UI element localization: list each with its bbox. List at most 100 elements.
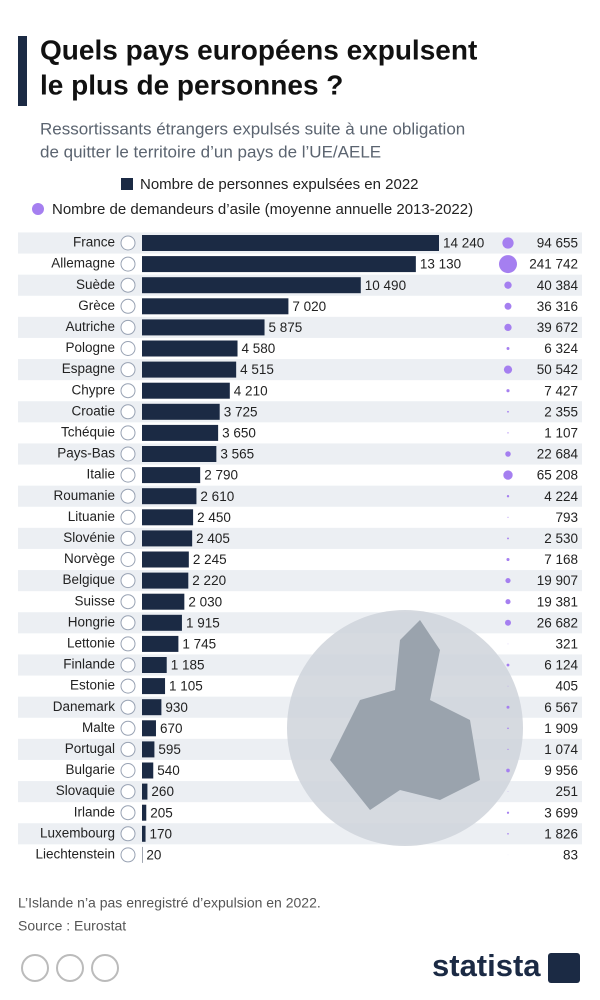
bubble-value-label: 7 168	[544, 552, 578, 567]
bar	[142, 635, 179, 652]
flag-icon	[120, 425, 136, 441]
category-label: Bulgarie	[65, 762, 115, 777]
note: L’Islande n’a pas enregistré d’expulsion…	[18, 895, 321, 911]
bubble-value-label: 7 427	[544, 383, 578, 398]
bar-value-label: 205	[150, 805, 173, 820]
europe-map	[287, 610, 523, 846]
flag-icon	[120, 319, 136, 335]
bubble-value-label: 6 324	[544, 341, 578, 356]
bubble	[502, 237, 514, 249]
bar	[142, 741, 155, 758]
brand: statista	[432, 948, 541, 983]
bar-value-label: 3 650	[222, 425, 256, 440]
category-label: Danemark	[53, 699, 116, 714]
bubble-value-label: 4 224	[544, 489, 578, 504]
bubble-value-label: 9 956	[544, 763, 578, 778]
bubble	[505, 599, 511, 605]
bar	[142, 467, 201, 484]
flag-icon	[120, 826, 136, 842]
category-label: Malte	[82, 720, 115, 735]
category-label: Portugal	[65, 741, 115, 756]
bubble	[507, 748, 509, 750]
bar-value-label: 7 020	[292, 299, 326, 314]
bubble	[506, 663, 510, 667]
bar	[142, 572, 189, 589]
bar	[142, 277, 361, 294]
bar	[142, 361, 237, 378]
category-label: Pays-Bas	[57, 446, 115, 461]
category-label: Grèce	[78, 298, 115, 313]
flag-icon	[120, 446, 136, 462]
bar-value-label: 5 875	[269, 320, 303, 335]
bubble	[507, 410, 509, 413]
bubble	[499, 255, 517, 274]
flag-icon	[120, 530, 136, 546]
bubble-value-label: 6 567	[544, 700, 578, 715]
bubble-value-label: 50 542	[537, 362, 578, 377]
legend-label: Nombre de demandeurs d’asile (moyenne an…	[52, 201, 473, 218]
flag-icon	[120, 573, 136, 589]
bar-value-label: 2 450	[197, 510, 231, 525]
bubble-value-label: 405	[555, 679, 578, 694]
bubble-value-label: 22 684	[537, 447, 579, 462]
bar	[142, 319, 265, 336]
bubble	[503, 365, 513, 374]
bubble-value-label: 321	[555, 636, 578, 651]
category-label: Lettonie	[67, 635, 115, 650]
category-label: Slovaquie	[56, 783, 115, 798]
legend-swatch	[121, 178, 133, 190]
flag-icon	[120, 488, 136, 504]
bubble	[507, 727, 509, 730]
category-label: Lituanie	[68, 509, 115, 524]
bubble-value-label: 65 208	[537, 468, 578, 483]
flag-icon	[120, 720, 136, 736]
bubble-value-label: 26 682	[537, 615, 578, 630]
bubble-value-label: 2 355	[544, 404, 578, 419]
bubble-value-label: 40 384	[537, 278, 579, 293]
bar	[142, 783, 148, 800]
bar	[142, 403, 220, 420]
bar-value-label: 2 220	[192, 573, 226, 588]
bar	[142, 804, 147, 821]
bubble	[506, 768, 510, 773]
category-label: Norvège	[64, 551, 115, 566]
bubble-value-label: 83	[563, 847, 578, 862]
flag-icon	[120, 657, 136, 673]
bar-value-label: 595	[158, 742, 181, 757]
flag-icon	[120, 509, 136, 525]
bubble	[504, 323, 512, 332]
bubble	[503, 470, 513, 480]
bar-value-label: 4 515	[240, 362, 274, 377]
bar-value-label: 4 210	[234, 383, 268, 398]
bar-value-label: 3 725	[224, 404, 258, 419]
flag-icon	[120, 256, 136, 272]
flag-icon	[120, 805, 136, 821]
title-line: le plus de personnes ?	[40, 69, 343, 100]
bubble-value-label: 251	[555, 784, 578, 799]
bubble-value-label: 1 107	[544, 425, 578, 440]
bubble	[506, 705, 510, 709]
bar	[142, 762, 154, 779]
flag-icon	[120, 341, 136, 356]
subtitle-line: Ressortissants étrangers expulsés suite …	[40, 119, 465, 138]
flag-icon	[120, 678, 136, 694]
bubble	[506, 347, 510, 350]
bar	[142, 530, 193, 547]
bar-value-label: 14 240	[443, 236, 484, 251]
category-label: Slovénie	[63, 530, 115, 545]
flag-icon	[120, 784, 136, 800]
bubble	[507, 516, 509, 518]
bubble-value-label: 1 074	[544, 742, 578, 757]
bar-value-label: 13 130	[420, 257, 461, 272]
bar	[142, 825, 146, 842]
bubble-value-label: 36 316	[537, 299, 578, 314]
bubble-value-label: 3 699	[544, 805, 578, 820]
flag-icon	[120, 235, 136, 251]
legend-swatch	[32, 203, 44, 215]
category-label: France	[73, 235, 115, 250]
bar-value-label: 2 405	[196, 531, 230, 546]
bar	[142, 256, 416, 273]
flag-icon	[120, 362, 136, 378]
bar	[142, 551, 189, 568]
